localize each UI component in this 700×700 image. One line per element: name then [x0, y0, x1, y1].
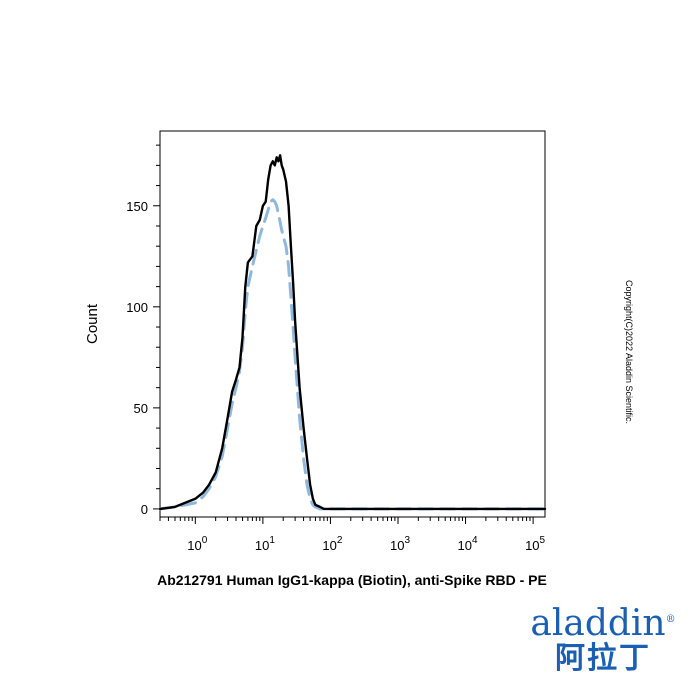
x-tick-exponent: 3: [404, 535, 410, 546]
x-tick-label: 101: [255, 535, 275, 553]
dashed-histogram-line: [158, 198, 547, 511]
x-axis-label: Ab212791 Human IgG1-kappa (Biotin), anti…: [157, 572, 547, 588]
solid-histogram-line: [158, 154, 547, 511]
aladdin-logo-chinese: 阿拉丁: [555, 641, 651, 676]
x-tick-exponent: 0: [202, 535, 208, 546]
x-tick-label: 104: [458, 535, 478, 553]
logo-wordmark: aladdin: [530, 603, 666, 644]
y-axis: 0 50 100 150: [126, 144, 160, 517]
x-tick-exponent: 5: [540, 535, 546, 546]
x-tick-label: 102: [322, 535, 342, 553]
y-tick-label: 0: [141, 502, 148, 517]
x-tick-exponent: 1: [269, 535, 275, 546]
logo-registered-mark: ®: [665, 614, 676, 625]
aladdin-logo: aladdin®: [528, 602, 678, 642]
x-tick-label: 100: [187, 535, 207, 553]
series-layer: [158, 154, 547, 511]
plot-frame: [159, 130, 546, 518]
x-tick-exponent: 4: [472, 535, 478, 546]
x-axis: 100 101 102 103 104 105: [159, 517, 546, 553]
y-tick-label: 150: [126, 199, 148, 214]
x-tick-exponent: 2: [337, 535, 343, 546]
copyright-text: Copyright(C)2022 Aladdin Scientific.: [624, 280, 634, 424]
x-tick-label: 103: [390, 535, 410, 553]
y-tick-label: 50: [134, 401, 148, 416]
y-axis-label: Count: [84, 303, 101, 344]
y-tick-label: 100: [126, 300, 148, 315]
x-tick-label: 105: [525, 535, 545, 553]
